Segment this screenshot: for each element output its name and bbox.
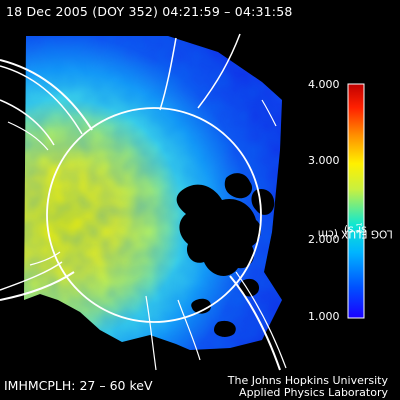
colorbar-tick-4: 4.000: [308, 78, 340, 91]
energy-range: 27 – 60 keV: [79, 378, 153, 393]
colorbar-tick-3: 3.000: [308, 154, 340, 167]
observation-date: 18 Dec 2005: [6, 4, 89, 19]
day-of-year: (DOY 352): [92, 4, 159, 19]
planet-outline: [46, 107, 262, 323]
credit-line-2: Applied Physics Laboratory: [239, 386, 388, 399]
observation-header: 18 Dec 2005 (DOY 352) 04:21:59 – 04:31:5…: [6, 4, 293, 19]
credit-line-1: The Johns Hopkins University: [227, 374, 388, 387]
colorbar-gradient: [347, 83, 365, 319]
colorbar: [347, 83, 365, 319]
instrument-label: IMHMCPLH: 27 – 60 keV: [4, 378, 153, 393]
colorbar-tick-1: 1.000: [308, 310, 340, 323]
low-flux-holes: [176, 173, 275, 337]
axis-label-mid: sr s): [343, 223, 367, 236]
colorbar-tick-2: 2.000: [308, 233, 340, 246]
instrument-name: IMHMCPLH:: [4, 378, 76, 393]
time-range: 04:21:59 – 04:31:58: [162, 4, 293, 19]
